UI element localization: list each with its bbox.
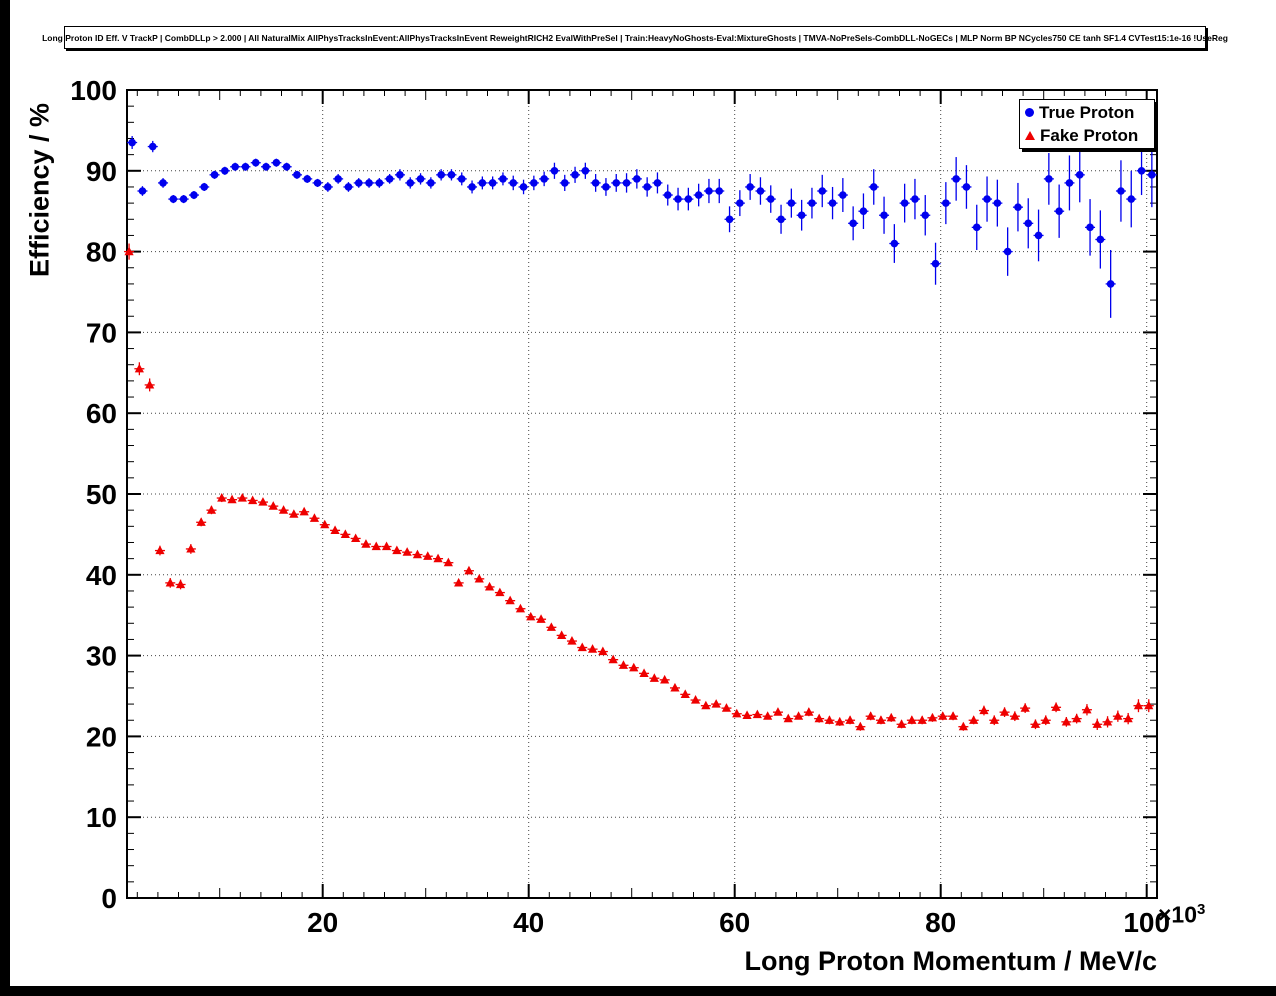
- legend: True Proton Fake Proton: [1019, 99, 1155, 149]
- svg-text:20: 20: [86, 721, 117, 752]
- svg-text:0: 0: [101, 883, 117, 914]
- plot-title: Long Proton ID Eff. V TrackP | CombDLLp …: [42, 32, 1228, 43]
- true-proton-marker-icon: [1025, 108, 1034, 117]
- svg-text:70: 70: [86, 317, 117, 348]
- fake-proton-marker-icon: [1025, 131, 1035, 140]
- svg-text:90: 90: [86, 156, 117, 187]
- legend-label-true-proton: True Proton: [1039, 102, 1135, 122]
- svg-text:30: 30: [86, 641, 117, 672]
- svg-text:40: 40: [513, 907, 544, 938]
- x-axis-multiplier-exponent: 3: [1197, 901, 1206, 918]
- svg-text:10: 10: [86, 802, 117, 833]
- legend-label-fake-proton: Fake Proton: [1040, 125, 1139, 145]
- x-axis-multiplier-base: ×10: [1158, 901, 1198, 928]
- canvas-border-left: [0, 0, 10, 996]
- tick-labels: 0 10 20 30 40 50 60 70 80 90 100 20 40 60 80 100: [70, 75, 1170, 938]
- x-axis-multiplier: ×103: [1158, 901, 1205, 929]
- y-axis-title: Efficiency / %: [24, 102, 55, 278]
- legend-entry-true-proton: True Proton: [1020, 101, 1154, 124]
- legend-entry-fake-proton: Fake Proton: [1020, 124, 1154, 147]
- svg-text:60: 60: [86, 398, 117, 429]
- svg-text:20: 20: [307, 907, 338, 938]
- x-axis-title: Long Proton Momentum / MeV/c: [744, 946, 1158, 976]
- svg-text:40: 40: [86, 560, 117, 591]
- svg-text:60: 60: [719, 907, 750, 938]
- series-true-proton: [127, 136, 1157, 318]
- canvas-border-bottom: [0, 986, 1276, 996]
- svg-text:50: 50: [86, 479, 117, 510]
- svg-text:80: 80: [86, 237, 117, 268]
- svg-text:100: 100: [70, 75, 117, 106]
- svg-text:80: 80: [925, 907, 956, 938]
- series-fake-proton: [124, 243, 1154, 731]
- svg-text:100: 100: [1123, 907, 1170, 938]
- plot-title-box: Long Proton ID Eff. V TrackP | CombDLLp …: [42, 26, 1228, 49]
